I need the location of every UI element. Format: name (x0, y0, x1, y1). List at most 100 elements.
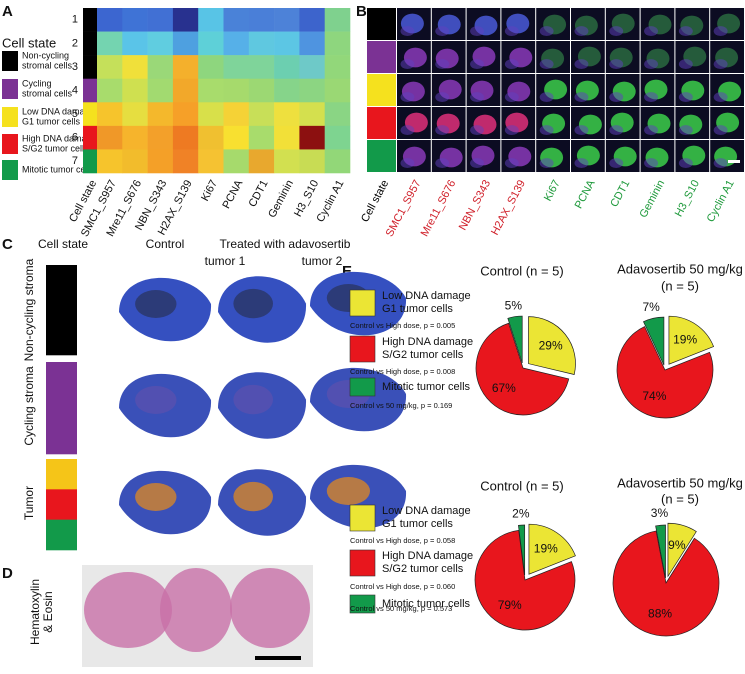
cytoplasm (713, 158, 728, 169)
pie-slice (474, 530, 576, 631)
tissue-detail (135, 290, 177, 318)
cytoplasm (435, 158, 450, 169)
row-label: Cycling stroma (22, 366, 36, 446)
heatmap-cell (248, 149, 275, 174)
heatmap-cell (274, 149, 300, 174)
heatmap-cell (122, 8, 148, 32)
legend-label: G1 tumor cells (382, 518, 453, 530)
he-tissue (160, 568, 232, 652)
heatmap-cell (324, 149, 351, 174)
state-cell (367, 107, 396, 139)
state-cell (83, 55, 97, 80)
cytoplasm (400, 59, 415, 70)
value-label: 7% (642, 300, 660, 314)
heatmap-cell (97, 31, 123, 56)
heatmap-cell (324, 8, 351, 32)
column-label: Cyclin A1 (705, 178, 737, 224)
header: Control (146, 237, 185, 251)
cytoplasm (539, 26, 554, 37)
legend-label: Mitotic tumor cells (22, 164, 95, 174)
legend-label: S/G2 tumor cells (382, 563, 464, 575)
pie-title: Control (n = 5) (480, 263, 563, 278)
row-number: 7 (72, 155, 78, 167)
pie-slice (528, 523, 576, 575)
cytoplasm (470, 92, 485, 103)
p-value-note: Control vs 50 mg/kg, p = 0.573 (350, 604, 452, 613)
tissue (310, 367, 407, 432)
panel-label: C (2, 236, 13, 253)
heatmap-cell (122, 125, 148, 150)
heatmap-cell (147, 102, 174, 127)
legend-label: S/G2 tumor cells (382, 349, 464, 361)
legend-swatch (349, 377, 376, 397)
column-label: PCNA (573, 178, 598, 211)
legend-label: High DNA damage (382, 550, 473, 562)
heatmap-cell (198, 125, 224, 150)
state-block (46, 362, 77, 455)
legend-swatch (349, 335, 376, 363)
heatmap-cell (299, 78, 325, 103)
cytoplasm (470, 125, 485, 136)
heatmap-cell (274, 31, 300, 56)
row-label: Non-cycling stroma (22, 258, 36, 361)
state-block (46, 519, 77, 551)
value-label: 29% (539, 338, 563, 352)
cytoplasm (470, 158, 485, 169)
heatmap-cell (122, 149, 148, 174)
cytoplasm (539, 158, 554, 169)
cytoplasm (539, 125, 554, 136)
row-number: 5 (72, 108, 78, 120)
cytoplasm (678, 92, 693, 103)
pie-slice (528, 316, 576, 375)
column-label: Mre11_S676 (419, 178, 459, 239)
heatmap-cell (324, 55, 351, 80)
heatmap-cell (97, 149, 123, 174)
state-cell (367, 74, 396, 106)
heatmap-cell (223, 78, 250, 103)
cytoplasm (609, 26, 624, 37)
legend-label: G1 tumor cells (22, 116, 81, 126)
heatmap-cell (172, 125, 199, 150)
tissue (119, 373, 212, 438)
cytoplasm (470, 26, 485, 37)
value-label: 88% (648, 606, 672, 620)
heatmap-cell (147, 31, 174, 56)
heatmap-cell (223, 55, 250, 80)
legend-label: stromal cells (22, 60, 73, 70)
heatmap-cell (248, 102, 275, 127)
pie-title: Adavosertib 50 mg/kg (617, 475, 743, 490)
cytoplasm (574, 59, 589, 70)
column-label: Ki67 (542, 178, 563, 203)
p-value-note: Control vs High dose, p = 0.058 (350, 536, 455, 545)
heatmap-cell (147, 125, 174, 150)
cytoplasm (504, 59, 519, 70)
heatmap-cell (198, 78, 224, 103)
legend-label: Low DNA damage (382, 290, 471, 302)
pie-title: Control (n = 5) (480, 478, 563, 493)
heatmap-cell (172, 78, 199, 103)
heatmap-cell (324, 78, 351, 103)
cytoplasm (609, 125, 624, 136)
legend-swatch (2, 134, 18, 154)
row-label: & Eosin (41, 591, 55, 632)
value-label: 19% (673, 333, 697, 347)
pie-slice (507, 315, 523, 364)
value-label: 67% (492, 381, 516, 395)
state-cell (367, 41, 396, 73)
legend-label: Low DNA damage (22, 106, 95, 116)
cytoplasm (644, 125, 658, 136)
cytoplasm (644, 59, 658, 70)
panel-label: D (2, 565, 13, 582)
legend-label: Mitotic tumor cells (382, 598, 471, 610)
panel-label: A (2, 3, 13, 20)
pie-slice (616, 326, 714, 419)
legend-swatch (349, 549, 376, 577)
heatmap-cell (299, 149, 325, 174)
column-label: H3_S10 (673, 178, 702, 219)
state-cell (367, 8, 396, 40)
heatmap-cell (299, 8, 325, 32)
legend-title: Cell state (2, 35, 56, 50)
column-label: PCNA (220, 178, 245, 211)
heatmap-cell (97, 55, 123, 80)
